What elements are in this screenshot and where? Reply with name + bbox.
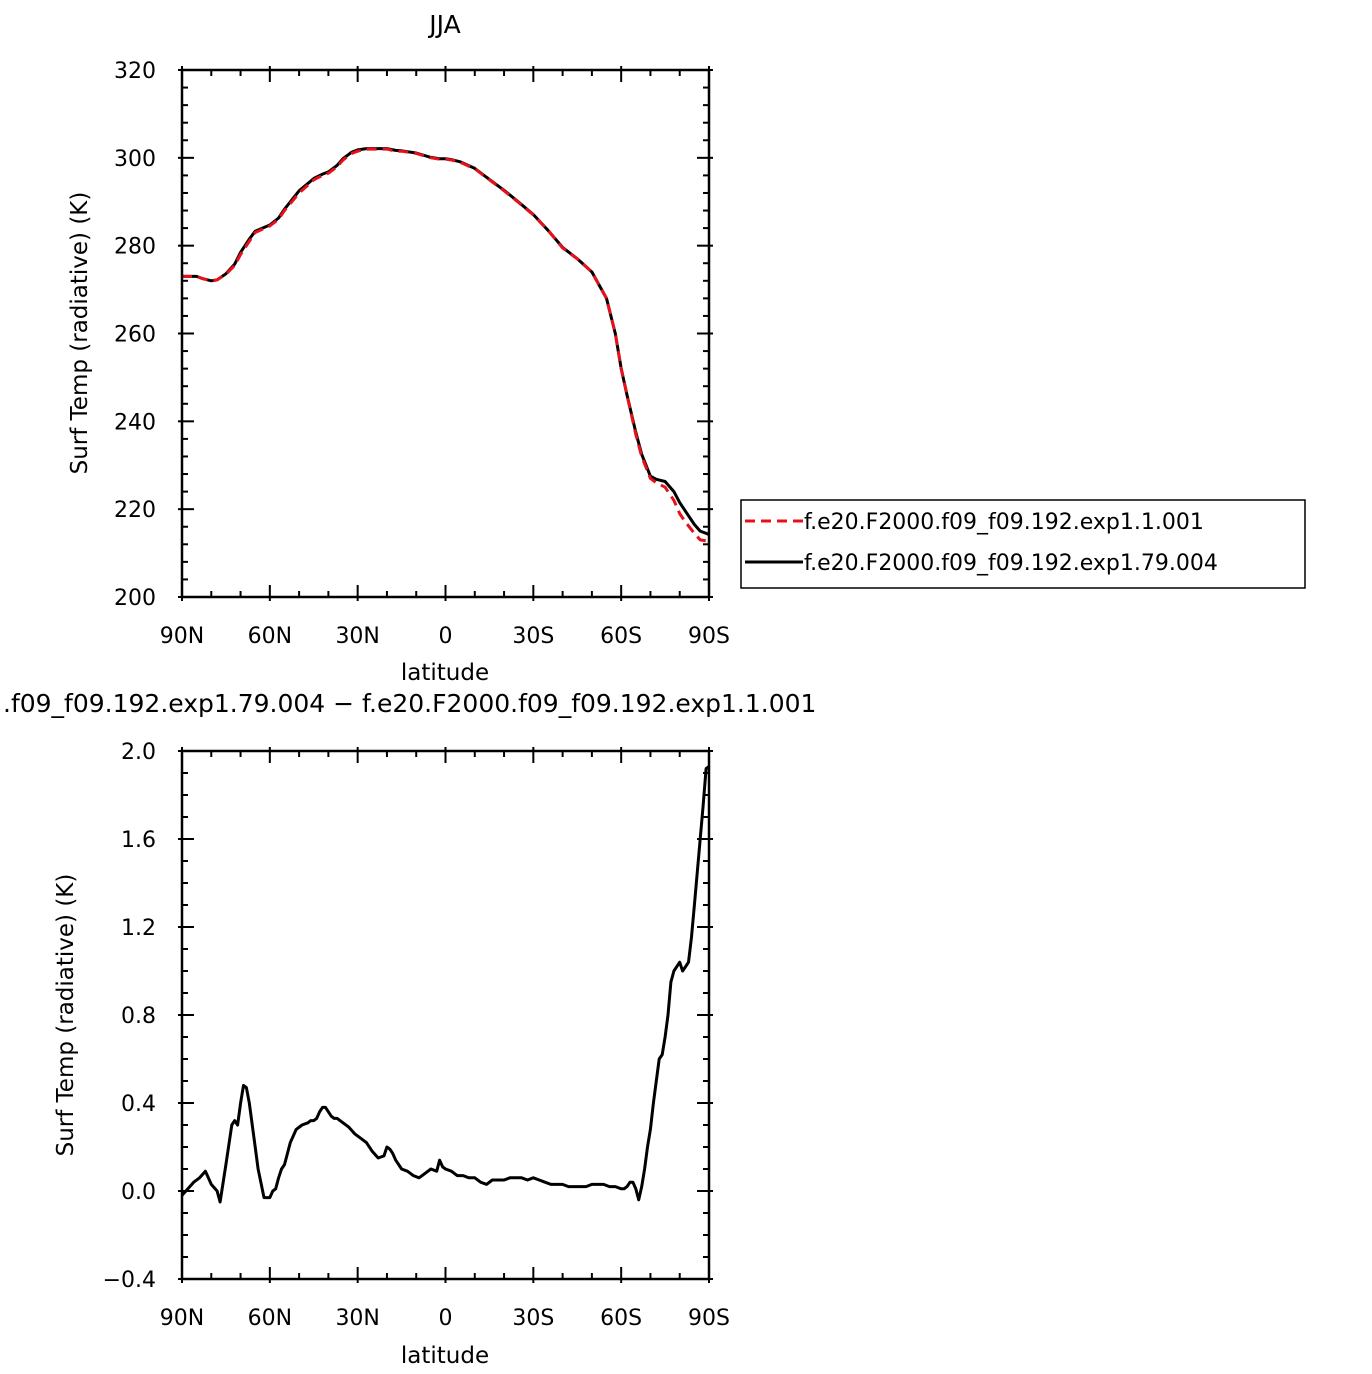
panel1-plot-frame <box>180 68 711 599</box>
y-tick-label: 0.8 <box>121 1004 156 1029</box>
panel-difference: .f09_f09.192.exp1.79.004 − f.e20.F2000.f… <box>3 689 816 1369</box>
y-tick-label: 0.0 <box>121 1180 156 1205</box>
panel2-x-axis-label: latitude <box>401 1343 489 1369</box>
y-tick-label: 200 <box>114 586 156 611</box>
panel1-axis-ticks <box>178 66 713 601</box>
x-tick-label: 0 <box>439 1306 453 1331</box>
panel1-x-tick-labels: 90N 60N 30N 0 30S 60S 90S <box>160 624 730 649</box>
y-tick-label: 0.4 <box>121 1092 156 1117</box>
panel2-axis-ticks <box>178 747 713 1283</box>
legend-label-series-2: f.e20.F2000.f09_f09.192.exp1.79.004 <box>804 551 1218 576</box>
x-tick-label: 30N <box>335 624 379 649</box>
panel1-x-axis-label: latitude <box>401 660 489 686</box>
x-tick-label: 60S <box>600 624 642 649</box>
x-tick-label: 30S <box>512 624 554 649</box>
y-tick-label: 260 <box>114 323 156 348</box>
panel2-title: .f09_f09.192.exp1.79.004 − f.e20.F2000.f… <box>3 689 816 718</box>
y-tick-label: 280 <box>114 235 156 260</box>
panel1-series-line-1 <box>182 147 710 544</box>
panel2-x-tick-labels: 90N 60N 30N 0 30S 60S 90S <box>160 1306 730 1331</box>
panel2-series-group <box>180 765 710 1204</box>
x-tick-label: 90S <box>688 624 730 649</box>
x-tick-label: 60N <box>248 624 292 649</box>
y-tick-label: 1.2 <box>121 916 156 941</box>
panel1-series-line-2 <box>182 147 710 536</box>
panel1-series-group <box>182 147 710 544</box>
panel1-y-tick-labels: 200 220 240 260 280 300 320 <box>114 59 156 611</box>
panel1-y-axis-label: Surf Temp (radiative) (K) <box>67 192 93 475</box>
panel1-title: JJA <box>427 10 460 39</box>
x-tick-label: 30S <box>512 1306 554 1331</box>
y-tick-label: 2.0 <box>121 740 156 765</box>
x-tick-label: 60N <box>248 1306 292 1331</box>
y-tick-label: 320 <box>114 59 156 84</box>
x-tick-label: 0 <box>439 624 453 649</box>
x-tick-label: 90N <box>160 1306 204 1331</box>
x-tick-label: 30N <box>335 1306 379 1331</box>
panel2-series-line-1 <box>180 765 710 1204</box>
y-tick-label: 300 <box>114 147 156 172</box>
x-tick-label: 60S <box>600 1306 642 1331</box>
x-tick-label: 90S <box>688 1306 730 1331</box>
legend-box <box>740 499 1306 589</box>
legend-label-series-1: f.e20.F2000.f09_f09.192.exp1.1.001 <box>804 510 1204 535</box>
y-tick-label: 240 <box>114 410 156 435</box>
y-tick-label: 1.6 <box>121 828 156 853</box>
y-tick-label: −0.4 <box>103 1268 156 1293</box>
panel2-plot-frame <box>180 749 711 1281</box>
x-tick-label: 90N <box>160 624 204 649</box>
y-tick-label: 220 <box>114 498 156 523</box>
panel2-y-tick-labels: −0.4 0.0 0.4 0.8 1.2 1.6 2.0 <box>103 740 156 1293</box>
panel1-legend: f.e20.F2000.f09_f09.192.exp1.1.001 f.e20… <box>740 499 1306 589</box>
panel2-y-axis-label: Surf Temp (radiative) (K) <box>53 874 79 1157</box>
panel-surface-temperature: JJA 90N 60N 30N 0 30S 60S 90S 200 220 240 260 280 3… <box>67 10 1306 686</box>
